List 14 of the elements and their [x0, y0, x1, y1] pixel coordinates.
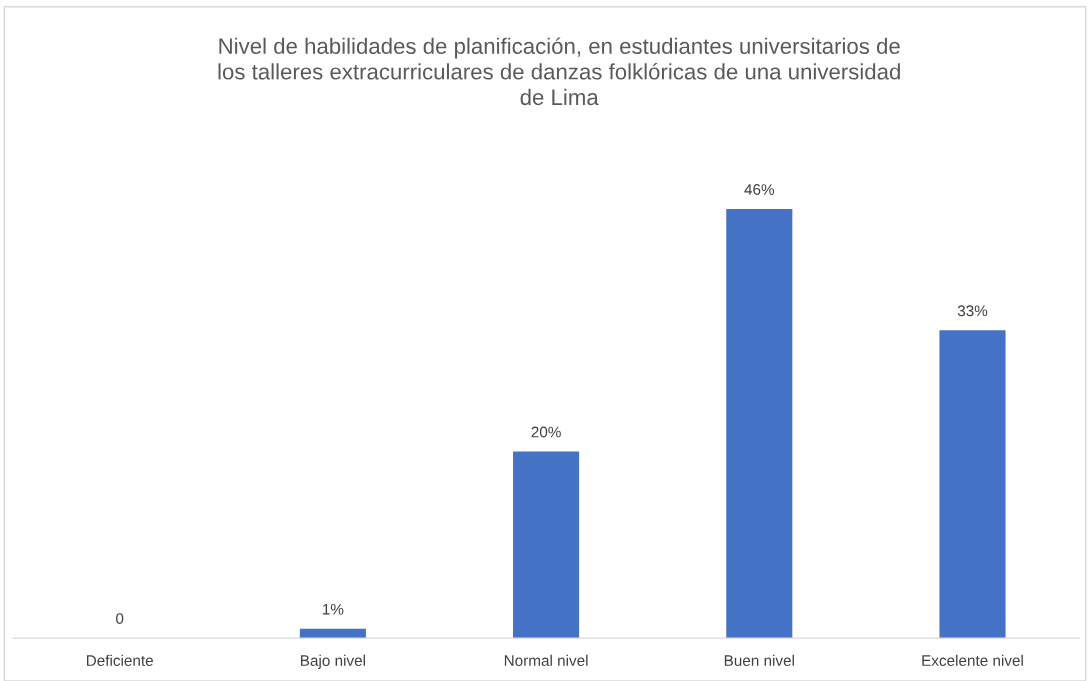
data-label: 1% — [323, 603, 344, 615]
bar — [513, 451, 580, 639]
data-label: 0 — [116, 613, 124, 624]
chart-title: Nivel de habilidades de planificación, en estudiantes universitarios de los talleres extracurriculares de danzas folklóricas de una universidad de Lima — [218, 37, 900, 106]
x-tick-label: Normal nivel — [504, 654, 588, 666]
x-tick-label: Bajo nivel — [301, 654, 365, 670]
x-tick-label: Buen nivel — [724, 654, 794, 666]
bar — [726, 209, 793, 639]
x-tick-label: Deficiente — [86, 654, 153, 666]
data-label: 46% — [744, 184, 775, 195]
bar — [939, 330, 1006, 639]
x-tick-label: Excelente nivel — [922, 654, 1023, 666]
data-label: 20% — [531, 426, 561, 438]
data-label: 33% — [957, 305, 988, 317]
